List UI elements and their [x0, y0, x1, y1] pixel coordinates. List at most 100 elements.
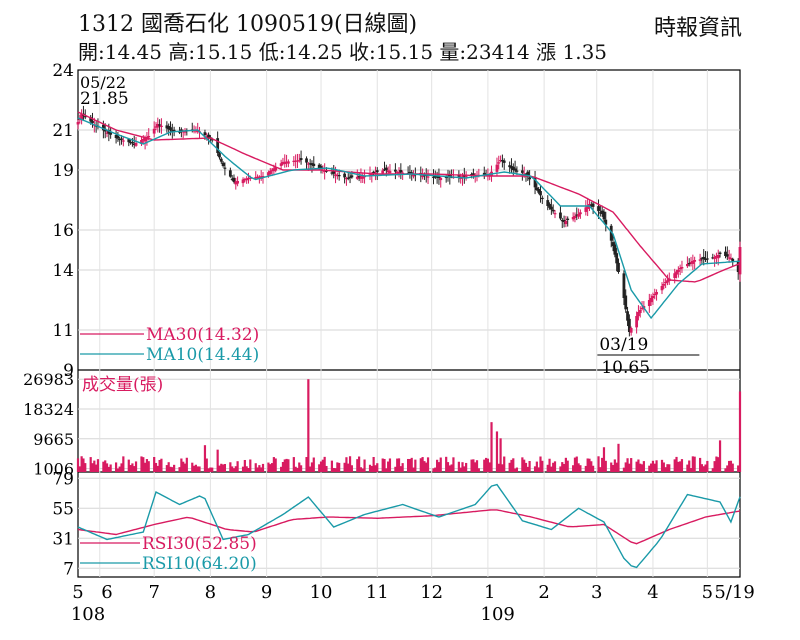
candle-body — [617, 262, 620, 272]
candle-body — [274, 167, 278, 171]
candle-body — [624, 295, 628, 310]
volume-bar — [89, 457, 92, 472]
volume-bar — [287, 459, 290, 472]
candle-body — [223, 167, 227, 169]
volume-bar — [421, 457, 424, 472]
volume-bar — [648, 465, 651, 472]
candle-body — [510, 166, 513, 169]
chart-frame — [77, 69, 741, 578]
candle-body — [653, 294, 657, 296]
candle-body — [515, 170, 519, 172]
candle-body — [279, 163, 283, 166]
volume-bar — [281, 462, 285, 472]
candle-body — [323, 170, 327, 172]
volume-bar — [666, 464, 669, 472]
volume-bar — [116, 468, 120, 472]
candle-body — [482, 172, 486, 175]
volume-bar — [205, 458, 208, 472]
candle-body — [702, 256, 706, 259]
volume-bar — [296, 467, 299, 472]
candle-body — [221, 162, 225, 166]
candle-body — [410, 172, 414, 174]
low-value-label: 10.65 — [601, 358, 650, 378]
volume-bar — [572, 465, 575, 472]
volume-bar — [463, 466, 466, 472]
volume-bar — [711, 468, 714, 472]
volume-bar — [508, 462, 511, 472]
volume-bar — [559, 466, 562, 472]
candle-body — [640, 308, 644, 310]
candle-body — [577, 214, 580, 217]
volume-bar — [232, 468, 236, 472]
volume-bar — [256, 467, 259, 472]
candle-body — [319, 166, 323, 169]
volume-bar — [196, 466, 199, 472]
candle-body — [598, 212, 602, 214]
volume-bar — [385, 468, 388, 472]
volume-bar — [630, 458, 633, 472]
candle-body — [435, 176, 439, 178]
candle-body — [713, 257, 717, 259]
candle-body — [546, 200, 550, 206]
volume-bar — [350, 465, 353, 472]
volume-bar — [96, 459, 100, 472]
volume-bar — [675, 456, 678, 472]
candle-body — [216, 138, 220, 153]
volume-bar — [512, 458, 515, 472]
volume-bar — [359, 467, 363, 472]
volume-bar — [387, 461, 390, 472]
volume-bar — [93, 460, 96, 472]
price-tick-label: 11 — [52, 321, 74, 341]
candle-body — [602, 211, 606, 220]
volume-bar — [78, 466, 81, 472]
volume-bar — [370, 465, 373, 472]
volume-bar — [153, 456, 156, 472]
volume-bar — [272, 457, 275, 472]
volume-bar — [171, 467, 174, 472]
candle-body — [355, 176, 359, 179]
volume-bar — [82, 458, 85, 472]
candle-body — [169, 127, 172, 131]
volume-bar — [260, 467, 263, 472]
volume-bar — [330, 460, 334, 472]
candle-body — [559, 212, 562, 219]
candle-body — [571, 217, 575, 220]
candle-body — [680, 267, 684, 269]
candle-body — [156, 124, 160, 128]
volume-bar — [470, 459, 473, 472]
volume-bar — [642, 461, 645, 472]
candle-body — [334, 174, 337, 176]
volume-bar — [267, 462, 270, 472]
candle-body — [549, 206, 553, 210]
candle-body — [335, 175, 339, 177]
volume-bar — [140, 456, 143, 472]
rsi-tick-label: 55 — [52, 499, 74, 519]
volume-bar — [243, 459, 246, 472]
volume-bar — [503, 456, 506, 472]
candle-body — [91, 120, 94, 123]
candle-body — [711, 257, 715, 259]
volume-bar — [107, 466, 110, 472]
volume-bar — [185, 457, 188, 472]
volume-bar — [396, 458, 399, 472]
volume-bar — [664, 467, 667, 472]
candle-body — [359, 176, 363, 179]
candle-body — [118, 138, 122, 141]
volume-bar — [408, 459, 412, 472]
volume-bar — [270, 463, 274, 472]
volume-bar — [194, 464, 197, 472]
candle-body — [578, 212, 582, 215]
volume-bar — [120, 463, 123, 472]
volume-bar — [477, 468, 480, 472]
candle-body — [105, 132, 109, 134]
volume-bar — [131, 463, 134, 472]
candle-body — [649, 298, 653, 303]
volume-bar — [486, 458, 489, 472]
price-tick-label: 19 — [52, 161, 74, 181]
candle-body — [120, 138, 123, 140]
candle-body — [676, 269, 680, 272]
volume-bar — [510, 459, 513, 472]
volume-bar — [425, 462, 428, 472]
volume-bar — [706, 460, 709, 472]
